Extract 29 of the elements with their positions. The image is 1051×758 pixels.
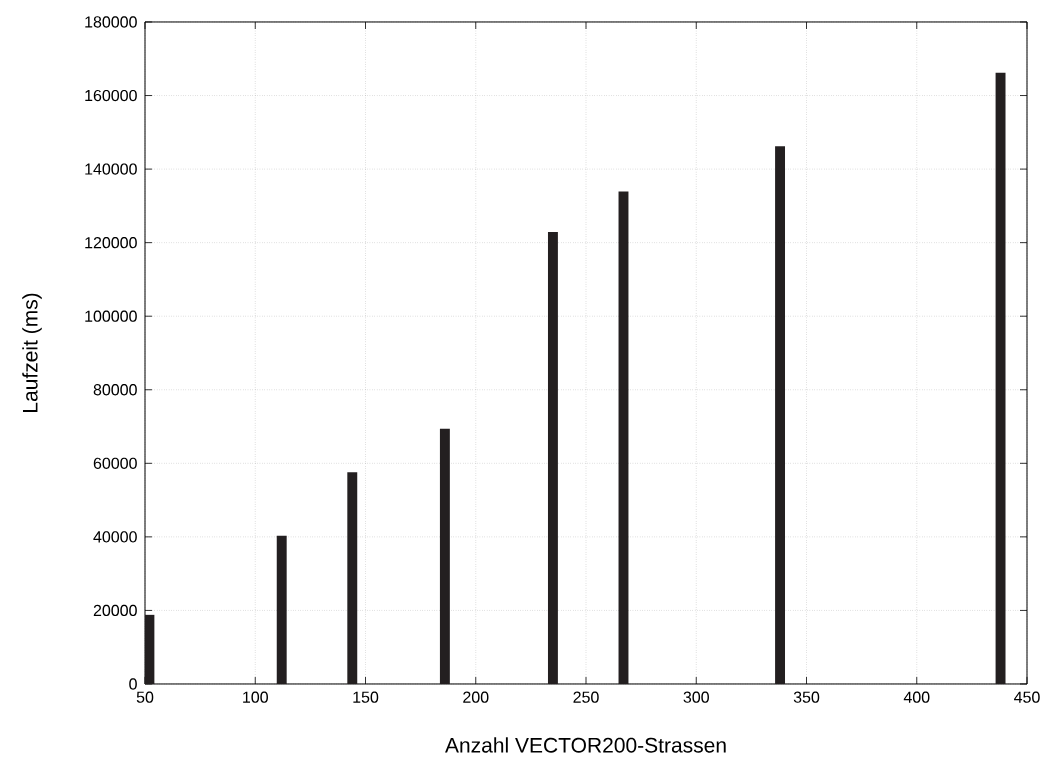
y-axis-title: Laufzeit (ms): [22, 293, 42, 412]
y-tick-label: 160000: [85, 89, 137, 102]
y-tick-label: 20000: [93, 604, 137, 617]
y-tick-label: 120000: [85, 236, 137, 249]
x-tick-label: 300: [683, 691, 709, 703]
x-tick-label: 150: [353, 691, 379, 703]
bar: [995, 72, 1006, 684]
y-tick-label: 0: [129, 678, 137, 690]
bar: [547, 231, 558, 684]
bar: [276, 535, 287, 684]
x-tick-label: 350: [793, 691, 820, 703]
bar: [775, 146, 786, 684]
y-tick-label: 140000: [85, 163, 137, 175]
bar: [618, 191, 629, 684]
y-tick-label: 180000: [85, 16, 137, 28]
x-tick-label: 200: [463, 691, 489, 703]
x-axis-title: Anzahl VECTOR200-Strassen: [445, 737, 726, 753]
x-tick-label: 450: [1014, 691, 1040, 703]
bar: [347, 472, 358, 684]
x-tick-label: 250: [573, 691, 599, 703]
bar: [145, 614, 155, 684]
bar: [439, 428, 450, 684]
y-tick-label: 80000: [93, 384, 137, 396]
y-tick-label: 60000: [93, 457, 137, 469]
x-tick-label: 400: [903, 691, 930, 703]
y-tick-label: 40000: [93, 531, 137, 543]
x-tick-label: 50: [136, 691, 154, 703]
x-tick-label: 100: [243, 691, 268, 703]
y-tick-label: 100000: [85, 310, 137, 322]
